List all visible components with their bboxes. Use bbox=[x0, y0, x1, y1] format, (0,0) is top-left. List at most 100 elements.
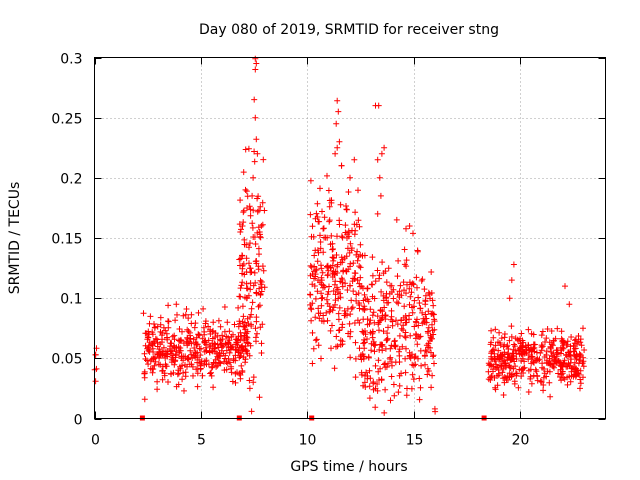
data-point bbox=[571, 340, 578, 347]
data-point bbox=[252, 66, 259, 73]
data-point bbox=[192, 320, 199, 327]
data-point bbox=[228, 369, 235, 376]
data-point bbox=[511, 341, 517, 348]
data-point bbox=[248, 311, 255, 318]
data-point bbox=[366, 395, 373, 402]
data-point bbox=[339, 234, 346, 241]
data-point bbox=[247, 240, 253, 247]
data-point bbox=[327, 306, 334, 313]
data-point bbox=[348, 247, 355, 254]
data-point bbox=[253, 318, 260, 325]
data-point bbox=[197, 365, 204, 372]
data-point bbox=[154, 323, 161, 330]
data-point bbox=[308, 306, 315, 313]
data-point bbox=[246, 385, 253, 392]
data-point bbox=[564, 341, 571, 348]
data-point bbox=[398, 325, 405, 332]
data-point bbox=[514, 336, 521, 343]
data-point bbox=[575, 333, 582, 339]
data-point bbox=[352, 227, 359, 234]
data-point bbox=[239, 279, 246, 286]
data-point bbox=[431, 316, 438, 323]
data-point bbox=[500, 392, 507, 398]
data-point bbox=[212, 345, 219, 352]
data-point bbox=[387, 345, 394, 352]
data-point bbox=[395, 300, 402, 307]
data-point bbox=[308, 233, 315, 240]
data-point bbox=[240, 209, 247, 216]
data-point bbox=[375, 368, 382, 375]
data-point bbox=[92, 351, 99, 358]
data-point bbox=[232, 379, 239, 386]
data-point bbox=[411, 354, 418, 361]
data-point bbox=[163, 330, 170, 337]
data-point bbox=[547, 361, 554, 368]
data-point bbox=[160, 350, 167, 357]
data-point bbox=[250, 174, 257, 181]
data-point bbox=[197, 352, 204, 359]
data-point bbox=[576, 371, 583, 378]
data-point bbox=[577, 380, 584, 387]
data-point bbox=[252, 325, 259, 332]
data-point bbox=[504, 373, 511, 380]
data-point bbox=[314, 258, 321, 265]
data-point bbox=[258, 279, 265, 285]
data-point bbox=[549, 342, 556, 349]
data-point bbox=[415, 355, 421, 362]
data-point bbox=[581, 347, 588, 353]
data-point bbox=[485, 360, 492, 367]
data-point bbox=[372, 404, 379, 411]
data-point bbox=[573, 336, 579, 343]
data-point bbox=[202, 320, 209, 327]
data-point bbox=[501, 331, 508, 337]
data-point bbox=[184, 326, 191, 333]
data-point bbox=[338, 233, 345, 240]
data-point bbox=[254, 195, 261, 202]
data-point bbox=[347, 263, 353, 270]
data-point bbox=[308, 317, 315, 324]
data-point bbox=[376, 327, 382, 334]
data-point bbox=[412, 318, 419, 325]
data-point bbox=[253, 258, 260, 264]
data-point bbox=[533, 357, 540, 363]
data-point bbox=[318, 290, 325, 297]
data-point bbox=[429, 310, 436, 317]
data-point bbox=[418, 362, 425, 369]
data-point bbox=[215, 359, 222, 366]
data-point bbox=[245, 145, 252, 152]
data-point bbox=[527, 373, 534, 380]
data-point bbox=[330, 246, 336, 252]
data-point bbox=[554, 325, 561, 332]
data-point bbox=[364, 285, 371, 292]
data-point bbox=[525, 389, 532, 395]
data-point bbox=[207, 328, 214, 335]
data-point bbox=[427, 295, 433, 302]
data-point bbox=[360, 306, 367, 313]
data-point bbox=[243, 330, 250, 337]
data-point bbox=[334, 144, 341, 151]
data-point bbox=[238, 333, 245, 340]
data-point bbox=[517, 340, 524, 347]
data-point bbox=[360, 382, 367, 389]
data-point bbox=[432, 408, 439, 415]
data-point bbox=[247, 206, 254, 213]
data-point bbox=[238, 226, 244, 233]
data-point bbox=[237, 372, 244, 378]
data-point bbox=[238, 350, 245, 357]
data-point bbox=[362, 296, 369, 303]
data-point bbox=[249, 220, 256, 227]
data-point bbox=[257, 277, 264, 284]
data-point bbox=[317, 185, 323, 192]
data-point bbox=[237, 197, 244, 204]
data-point bbox=[562, 283, 568, 290]
data-point bbox=[257, 234, 264, 241]
data-point bbox=[260, 156, 267, 163]
data-point bbox=[539, 360, 546, 367]
data-point bbox=[330, 255, 337, 262]
data-point bbox=[543, 335, 550, 342]
data-point bbox=[221, 358, 227, 365]
data-point bbox=[326, 283, 332, 290]
data-point bbox=[361, 336, 367, 343]
data-point bbox=[334, 97, 341, 104]
data-point bbox=[326, 203, 333, 210]
